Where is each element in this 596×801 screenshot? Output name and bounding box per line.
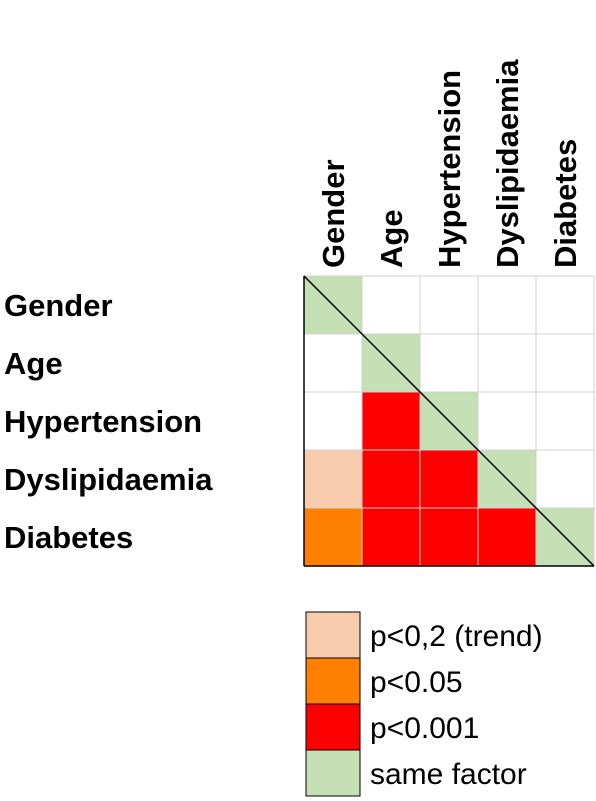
heatmap-cell-2-3 bbox=[477, 391, 537, 451]
diagonal-line bbox=[303, 275, 595, 567]
heatmap-cell-2-0 bbox=[303, 391, 363, 451]
heatmap-cell-1-0 bbox=[303, 333, 363, 393]
legend-swatch-trend bbox=[305, 611, 361, 659]
column-labels: Gender Age Hypertension Dyslipidaemia Diabet… bbox=[316, 59, 583, 268]
heatmap-cell-4-3 bbox=[477, 507, 537, 567]
heatmap-cell-0-1 bbox=[361, 275, 421, 335]
row-label-diabetes: Diabetes bbox=[4, 520, 133, 555]
heatmap-cell-0-2 bbox=[419, 275, 479, 335]
heatmap-cell-4-0 bbox=[303, 507, 363, 567]
heatmap-cell-1-2 bbox=[419, 333, 479, 393]
legend: p<0,2 (trend) p<0.05 p<0.001 same factor bbox=[305, 611, 543, 797]
legend-swatch-same bbox=[305, 749, 361, 797]
column-label-hypertension: Hypertension bbox=[432, 70, 467, 268]
heatmap-cell-0-4 bbox=[535, 275, 595, 335]
column-label-age: Age bbox=[374, 209, 409, 268]
legend-swatch-p0001 bbox=[305, 703, 361, 751]
heatmap-cell-1-4 bbox=[535, 333, 595, 393]
row-label-hypertension: Hypertension bbox=[4, 404, 202, 439]
heatmap-diagonal bbox=[303, 275, 595, 567]
heatmap-cell-2-4 bbox=[535, 391, 595, 451]
row-label-age: Age bbox=[4, 346, 63, 381]
heatmap-cell-4-1 bbox=[361, 507, 421, 567]
heatmap-cell-3-1 bbox=[361, 449, 421, 509]
heatmap-cell-2-1 bbox=[361, 391, 421, 451]
legend-swatch-p005 bbox=[305, 657, 361, 705]
column-label-diabetes: Diabetes bbox=[548, 139, 583, 268]
heatmap-cell-3-0 bbox=[303, 449, 363, 509]
legend-label-p0001: p<0.001 bbox=[370, 712, 479, 745]
heatmap-cell-1-3 bbox=[477, 333, 537, 393]
heatmap-cells bbox=[303, 275, 595, 567]
legend-label-same: same factor bbox=[370, 758, 527, 791]
row-labels: Gender Age Hypertension Dyslipidaemia Diabet… bbox=[4, 288, 213, 555]
column-label-gender: Gender bbox=[316, 159, 351, 268]
heatmap-cell-0-3 bbox=[477, 275, 537, 335]
row-label-gender: Gender bbox=[4, 288, 113, 323]
legend-label-p005: p<0.05 bbox=[370, 666, 463, 699]
heatmap-cell-4-2 bbox=[419, 507, 479, 567]
legend-label-trend: p<0,2 (trend) bbox=[370, 620, 543, 653]
heatmap-cell-3-4 bbox=[535, 449, 595, 509]
column-label-dyslipidaemia: Dyslipidaemia bbox=[490, 59, 525, 268]
heatmap-cell-3-2 bbox=[419, 449, 479, 509]
row-label-dyslipidaemia: Dyslipidaemia bbox=[4, 462, 213, 497]
